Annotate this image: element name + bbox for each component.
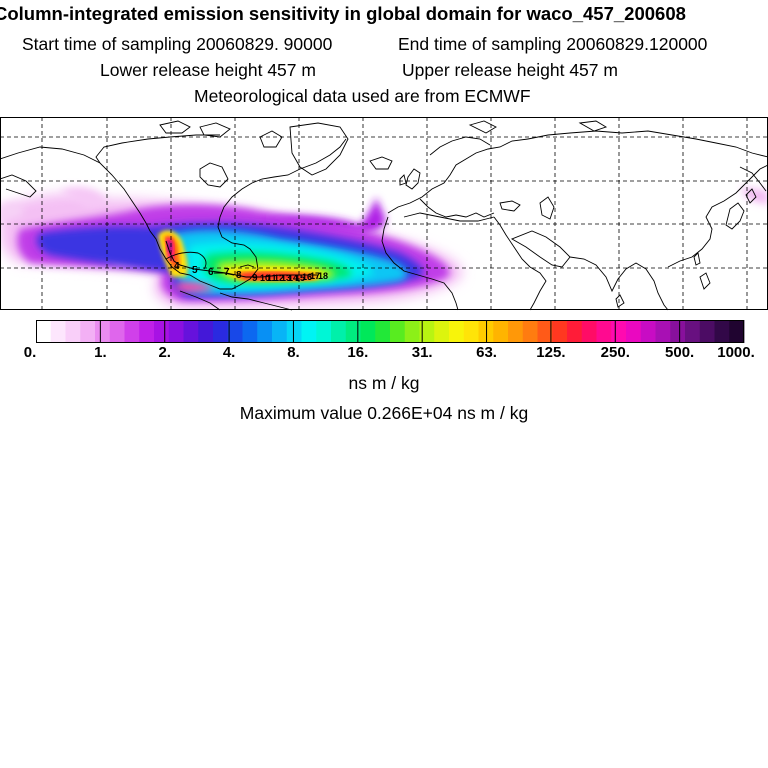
colorbar-tick-label: 63. bbox=[476, 344, 497, 361]
trajectory-label: 4 bbox=[174, 261, 180, 272]
plot-title: Column-integrated emission sensitivity i… bbox=[0, 3, 686, 24]
colorbar-cell bbox=[699, 320, 715, 343]
end-time-label: End time of sampling 20060829.120000 bbox=[398, 34, 708, 54]
colorbar-cell bbox=[685, 320, 701, 343]
colorbar-cell bbox=[508, 320, 524, 343]
colorbar-cell bbox=[168, 320, 184, 343]
trajectory-label: 13 bbox=[281, 273, 291, 283]
colorbar-cell bbox=[729, 320, 745, 343]
colorbar-cell bbox=[213, 320, 229, 343]
maximum-value-label: Maximum value 0.266E+04 ns m / kg bbox=[239, 403, 529, 423]
trajectory-label: 6 bbox=[208, 267, 214, 278]
lower-release-height-label: Lower release height 457 m bbox=[100, 60, 316, 80]
colorbar-tick-label: 1. bbox=[94, 344, 107, 361]
colorbar-cell bbox=[522, 320, 538, 343]
colorbar-cell bbox=[109, 320, 125, 343]
colorbar-cell bbox=[655, 320, 671, 343]
colorbar-cell bbox=[670, 320, 686, 343]
colorbar-cell bbox=[567, 320, 583, 343]
colorbar-cell bbox=[301, 320, 317, 343]
colorbar-cell bbox=[198, 320, 214, 343]
trajectory-label: 8 bbox=[236, 270, 242, 281]
colorbar-cell bbox=[257, 320, 273, 343]
trajectory-label: 11 bbox=[267, 273, 277, 283]
colorbar-tick-label: 125. bbox=[536, 344, 566, 361]
colorbar-cell bbox=[286, 320, 302, 343]
trajectory-label: 10 bbox=[260, 273, 270, 283]
colorbar-cell bbox=[95, 320, 111, 343]
graticule bbox=[0, 117, 768, 310]
colorbar-cell bbox=[124, 320, 140, 343]
colorbar-cell bbox=[139, 320, 155, 343]
colorbar-cell bbox=[331, 320, 347, 343]
colorbar-cell bbox=[493, 320, 509, 343]
colorbar-cell bbox=[581, 320, 597, 343]
colorbar-tick-label: 4. bbox=[222, 344, 236, 361]
trajectory-label: 17 bbox=[310, 271, 320, 281]
colorbar-cell bbox=[390, 320, 406, 343]
colorbar-cell bbox=[227, 320, 243, 343]
trajectory-label: 5 bbox=[192, 265, 198, 276]
colorbar-cell bbox=[36, 320, 52, 343]
colorbar-cell bbox=[345, 320, 361, 343]
trajectory-label: 9 bbox=[252, 273, 258, 284]
colorbar-cell bbox=[714, 320, 730, 343]
colorbar-cell bbox=[65, 320, 81, 343]
colorbar-cell bbox=[611, 320, 627, 343]
colorbar-cell bbox=[242, 320, 258, 343]
trajectory-label: 7 bbox=[224, 267, 230, 278]
trajectory-label: 15 bbox=[295, 273, 305, 283]
color-bar bbox=[36, 320, 745, 343]
colorbar-cell bbox=[375, 320, 391, 343]
trajectory-label: 14 bbox=[288, 273, 298, 283]
sensitivity-field bbox=[0, 187, 768, 308]
colorbar-cell bbox=[154, 320, 170, 343]
colorbar-tick-label: 16. bbox=[347, 344, 369, 361]
colorbar-tick-label: 0. bbox=[23, 344, 37, 361]
colorbar-cell bbox=[404, 320, 420, 343]
colorbar-cell bbox=[316, 320, 332, 343]
colorbar-cell bbox=[419, 320, 435, 343]
colorbar-cell bbox=[272, 320, 288, 343]
coastlines bbox=[0, 120, 768, 311]
colorbar-cell bbox=[360, 320, 376, 343]
trajectory-label: 12 bbox=[274, 273, 284, 283]
meteorological-data-label: Meteorological data used are from ECMWF bbox=[194, 86, 531, 106]
upper-release-height-label: Upper release height 457 m bbox=[402, 60, 618, 80]
start-time-label: Start time of sampling 20060829. 90000 bbox=[22, 34, 333, 54]
colorbar-cell bbox=[50, 320, 66, 343]
colorbar-cell bbox=[552, 320, 568, 343]
colorbar-tick-label: 500. bbox=[665, 344, 695, 361]
trajectory-label: 16 bbox=[302, 272, 312, 282]
colorbar-cell bbox=[596, 320, 612, 343]
colorbar-tick-label: 31. bbox=[411, 344, 433, 361]
colorbar-cell bbox=[183, 320, 199, 343]
colorbar-cell bbox=[640, 320, 656, 343]
colorbar-cell bbox=[626, 320, 642, 343]
colorbar-tick-label: 8. bbox=[287, 344, 300, 361]
colorbar-cell bbox=[463, 320, 479, 343]
colorbar-tick-label: 2. bbox=[158, 344, 171, 361]
colorbar-tick-label: 250. bbox=[600, 344, 630, 361]
trajectory-path bbox=[165, 240, 318, 278]
colorbar-cell bbox=[434, 320, 450, 343]
colorbar-unit-label: ns m / kg bbox=[348, 373, 420, 393]
colorbar-tick-label: 1000. bbox=[717, 344, 755, 361]
colorbar-cell bbox=[449, 320, 465, 343]
trajectory-label: 18 bbox=[318, 271, 328, 281]
colorbar-cell bbox=[537, 320, 553, 343]
colorbar-cell bbox=[80, 320, 96, 343]
